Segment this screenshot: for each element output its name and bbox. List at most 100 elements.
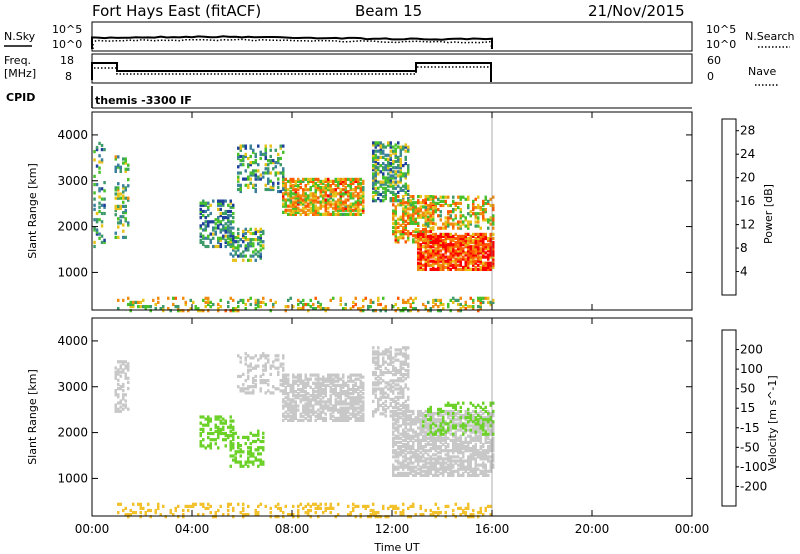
power-cell-r6 xyxy=(384,186,387,190)
power-cell-r10 xyxy=(254,300,257,304)
velocity-cell-r6 xyxy=(474,471,477,475)
power-cell-r8 xyxy=(437,239,440,243)
power-cell-r5 xyxy=(284,188,287,192)
power-cell-r4 xyxy=(247,183,250,187)
power-cell-r5 xyxy=(287,194,290,198)
power-cell-r9 xyxy=(492,195,495,199)
power-cell-r5 xyxy=(362,210,365,214)
power-cell-r10 xyxy=(172,296,175,300)
velocity-cell-r2 xyxy=(244,442,247,446)
velocity-cell-r4 xyxy=(282,383,285,387)
velocity-cell-r4 xyxy=(327,379,330,383)
velocity-cell-r5 xyxy=(399,389,402,393)
power-cell-r10 xyxy=(412,307,415,311)
velocity-cell-r3 xyxy=(279,379,282,383)
velocity-cell-r6 xyxy=(452,442,455,447)
power-cell-r5 xyxy=(309,208,312,212)
power-cell-r6 xyxy=(379,155,382,159)
velocity-cell-r6 xyxy=(422,453,425,457)
power-cell-r8 xyxy=(457,257,460,261)
power-cell-r4 xyxy=(267,167,270,171)
power-cell-r10 xyxy=(369,305,372,309)
power-x-axis xyxy=(91,112,693,310)
power-cell-r5 xyxy=(297,210,300,214)
velocity-cell-r7 xyxy=(484,430,487,434)
velocity-cell-r6 xyxy=(412,453,415,457)
velocity-cell-r1 xyxy=(217,425,220,429)
power-cell-r5 xyxy=(344,200,347,204)
power-cell-r8 xyxy=(492,257,495,261)
velocity-cell-r6 xyxy=(407,467,410,471)
velocity-cell-r5 xyxy=(394,373,397,377)
velocity-cell-r4 xyxy=(344,390,347,394)
velocity-cell-r6 xyxy=(397,453,400,457)
power-cell-r5 xyxy=(302,192,305,196)
velocity-cell-r6 xyxy=(459,414,462,418)
velocity-cell-r7 xyxy=(454,405,457,409)
power-cell-r4 xyxy=(244,152,247,156)
velocity-cell-r5 xyxy=(407,373,410,377)
power-cell-r8 xyxy=(439,234,442,238)
velocity-cell-r8 xyxy=(299,502,302,506)
velocity-cell-r4 xyxy=(334,387,337,392)
power-cell-r8 xyxy=(417,261,420,265)
power-cell-r10 xyxy=(379,309,382,313)
power-cell-r5 xyxy=(287,198,290,202)
power-cell-r1 xyxy=(127,223,130,227)
velocity-cell-r1 xyxy=(229,415,232,419)
power-cell-r2 xyxy=(232,216,235,220)
power-cell-r0 xyxy=(100,234,104,238)
power-cell-r6 xyxy=(394,155,397,159)
velocity-cell-r8 xyxy=(274,515,277,519)
power-cell-r7 xyxy=(404,205,407,209)
velocity-cell-r4 xyxy=(292,373,295,377)
velocity-cell-r8 xyxy=(297,508,300,513)
velocity-cell-r7 xyxy=(474,422,477,426)
velocity-cell-r4 xyxy=(294,402,297,406)
velocity-cell-r2 xyxy=(259,458,262,462)
power-cell-r6 xyxy=(407,166,410,170)
power-cell-r8 xyxy=(482,267,485,271)
power-cell-r7 xyxy=(414,207,417,211)
velocity-cell-r6 xyxy=(479,440,482,444)
power-cell-r0 xyxy=(100,158,104,162)
power-cell-r5 xyxy=(337,210,340,214)
power-cell-r5 xyxy=(307,204,310,208)
velocity-cell-r5 xyxy=(379,368,382,373)
velocity-cell-r5 xyxy=(382,408,385,412)
velocity-cell-r4 xyxy=(302,408,305,412)
power-cell-r2 xyxy=(199,226,202,230)
power-cell-r4 xyxy=(259,156,262,161)
velocity-cell-r3 xyxy=(277,372,280,376)
velocity-cell-r1 xyxy=(229,446,232,450)
power-cell-r8 xyxy=(472,267,475,271)
power-cell-r8 xyxy=(434,253,437,257)
power-cell-r5 xyxy=(297,192,300,196)
power-cell-r10 xyxy=(162,307,165,311)
velocity-cell-r3 xyxy=(272,360,275,364)
velocity-cell-r8 xyxy=(317,506,320,510)
velocity-cell-r7 xyxy=(474,430,477,434)
velocity-cell-r7 xyxy=(442,428,445,432)
velocity-cell-r4 xyxy=(304,396,307,400)
velocity-cell-r5 xyxy=(384,352,387,356)
velocity-cell-r6 xyxy=(434,445,437,449)
power-cell-r8 xyxy=(462,236,465,241)
velocity-cell-r6 xyxy=(404,412,407,416)
power-cell-r9 xyxy=(484,208,487,212)
velocity-cell-r6 xyxy=(449,409,452,414)
power-cell-r5 xyxy=(354,186,357,190)
velocity-cell-r8 xyxy=(257,504,260,508)
power-cell-r0 xyxy=(98,218,101,222)
velocity-cell-r3 xyxy=(252,391,255,395)
power-cell-r8 xyxy=(489,239,492,243)
power-cell-r9 xyxy=(444,195,447,199)
velocity-cell-r4 xyxy=(362,375,365,379)
velocity-cell-r6 xyxy=(399,451,402,455)
power-cell-r9 xyxy=(457,201,460,205)
power-cell-r7 xyxy=(409,221,412,225)
power-cell-r5 xyxy=(357,192,360,196)
velocity-cell-r8 xyxy=(402,508,405,513)
power-cell-r7 xyxy=(407,201,410,205)
